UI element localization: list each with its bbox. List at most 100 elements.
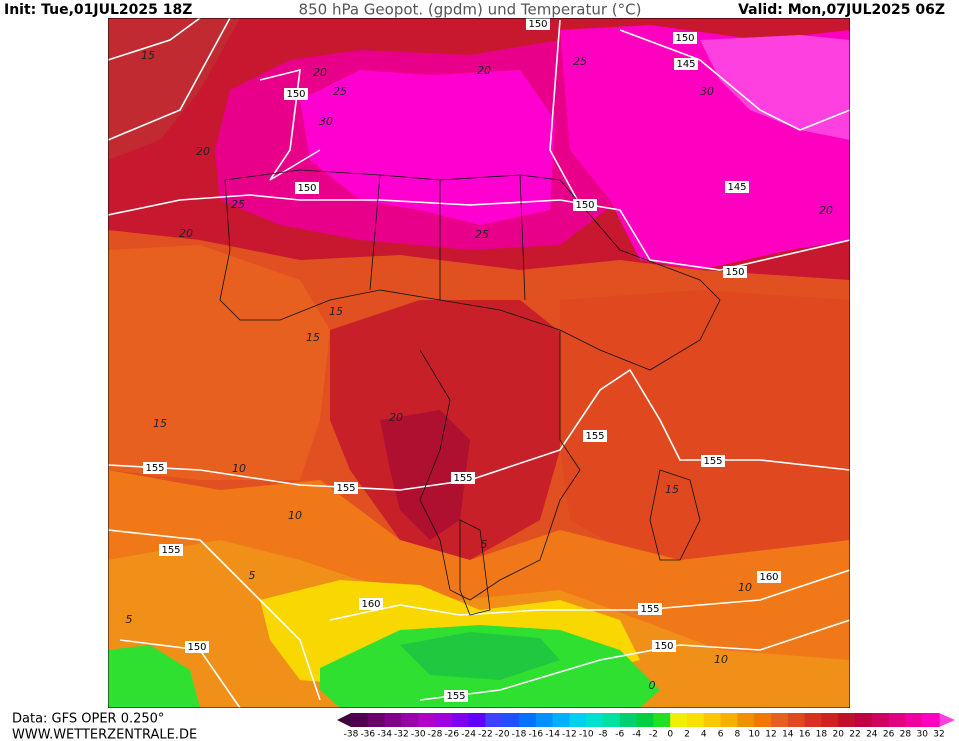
temperature-label: 20	[477, 64, 491, 77]
label-box	[701, 455, 725, 467]
isohypse-value: 150	[675, 33, 694, 44]
colorbar-label: 4	[701, 730, 707, 740]
isohypse-label: 150	[673, 32, 697, 44]
label-box	[526, 18, 550, 30]
temperature-label: 5	[126, 613, 133, 626]
colorbar-label: 8	[735, 730, 741, 740]
isohypse-label: 155	[583, 430, 607, 442]
colorbar-label: 0	[667, 730, 673, 740]
temperature-label: 15	[665, 483, 679, 496]
isohypse-value: 155	[703, 456, 722, 467]
isohypse-label: 150	[284, 88, 308, 100]
colorbar-label: 6	[718, 730, 724, 740]
colorbar-segment	[871, 713, 890, 727]
valid-time: Valid: Mon,07JUL2025 06Z	[738, 2, 945, 18]
label-box	[652, 640, 676, 652]
temperature-label: 30	[700, 85, 714, 98]
colorbar-segment	[703, 713, 722, 727]
isohypse-label: 150	[573, 199, 597, 211]
temperature-label: 15	[329, 305, 343, 318]
colorbar-label: 30	[916, 730, 928, 740]
label-box	[638, 603, 662, 615]
colorbar-label: 16	[799, 730, 811, 740]
temperature-label: 10	[288, 509, 302, 522]
isohypse-value: 155	[161, 545, 180, 556]
colorbar-segment	[821, 713, 839, 727]
colorbar-label: 26	[883, 730, 895, 740]
colorbar-label: -38	[344, 730, 359, 740]
borders	[219, 169, 721, 616]
temperature-label: 20	[819, 204, 833, 217]
colorbar-segment	[586, 713, 604, 727]
colorbar-label: -28	[428, 730, 443, 740]
temperature-label: 30	[319, 115, 333, 128]
isohypse-value: 145	[727, 182, 746, 193]
isohypses	[108, 18, 850, 708]
colorbar-label: 20	[832, 730, 844, 740]
temperature-label: 25	[475, 228, 489, 241]
colorbar-label: -16	[528, 730, 543, 740]
isohypse-label: 155	[143, 462, 167, 474]
label-box	[757, 571, 781, 583]
isohypse-value: 155	[336, 483, 355, 494]
isohypse-label: 150	[185, 641, 209, 653]
isohypse-value: 150	[187, 642, 206, 653]
colorbar-label: -26	[444, 730, 459, 740]
colorbar-label: 2	[684, 730, 690, 740]
colorbar-label: 22	[849, 730, 860, 740]
colorbar-label: -24	[461, 730, 476, 740]
label-box	[159, 544, 183, 556]
colorbar-segment	[519, 713, 537, 727]
temperature-label: 0	[649, 679, 656, 692]
isohypse-value: 150	[725, 267, 744, 278]
isohypse-value: 150	[528, 19, 547, 30]
temperature-label: 25	[573, 55, 587, 68]
colorbar-label: -2	[649, 730, 658, 740]
colorbar-segment	[451, 713, 470, 727]
label-box	[583, 430, 607, 442]
isohypse-label: 145	[725, 181, 749, 193]
label-box	[359, 598, 383, 610]
map-title: 850 hPa Geopot. (gpdm) und Temperatur (°…	[299, 1, 642, 19]
colorbar-low-arrow	[337, 713, 351, 727]
label-box	[284, 88, 308, 100]
isohypse-value: 155	[145, 463, 164, 474]
temperature-label: 10	[738, 581, 752, 594]
colorbar-label: -4	[632, 730, 641, 740]
colorbar-segment	[905, 713, 923, 727]
label-box	[674, 58, 698, 70]
colorbar-label: 12	[765, 730, 776, 740]
colorbar-label: -18	[512, 730, 527, 740]
colorbar-segment	[737, 713, 755, 727]
temperature-label: 15	[153, 417, 167, 430]
colorbar-label: -32	[394, 730, 409, 740]
colorbar-label: -34	[377, 730, 392, 740]
temperature-label: 25	[333, 85, 347, 98]
isohypse-label: 160	[359, 598, 383, 610]
isohypse-label: 160	[757, 571, 781, 583]
colorbar-segment	[384, 713, 402, 727]
colorbar-segment	[838, 713, 856, 727]
isohypse-label: 155	[444, 690, 468, 702]
isohypse-label: 155	[334, 482, 358, 494]
temperature-label: 5	[249, 569, 256, 582]
colorbar-segment	[535, 713, 554, 727]
colorbar-segment	[888, 713, 906, 727]
isohypse-label: 155	[701, 455, 725, 467]
temperature-label: 20	[389, 411, 403, 424]
colorbar-segment	[855, 713, 873, 727]
colorbar-label: 18	[816, 730, 828, 740]
colorbar-label: -10	[579, 730, 594, 740]
colorbar-segment	[418, 713, 436, 727]
data-source: Data: GFS OPER 0.250°	[12, 712, 164, 727]
colorbar-high-arrow	[939, 713, 955, 727]
temperature-label: 5	[481, 538, 488, 551]
colorbar-segment	[754, 713, 772, 727]
isohypse-value: 155	[446, 691, 465, 702]
colorbar-segment	[720, 713, 738, 727]
colorbar-segment	[435, 713, 453, 727]
colorbar-label: 28	[900, 730, 912, 740]
colorbar-segment	[367, 713, 386, 727]
temperature-label: 15	[306, 331, 320, 344]
